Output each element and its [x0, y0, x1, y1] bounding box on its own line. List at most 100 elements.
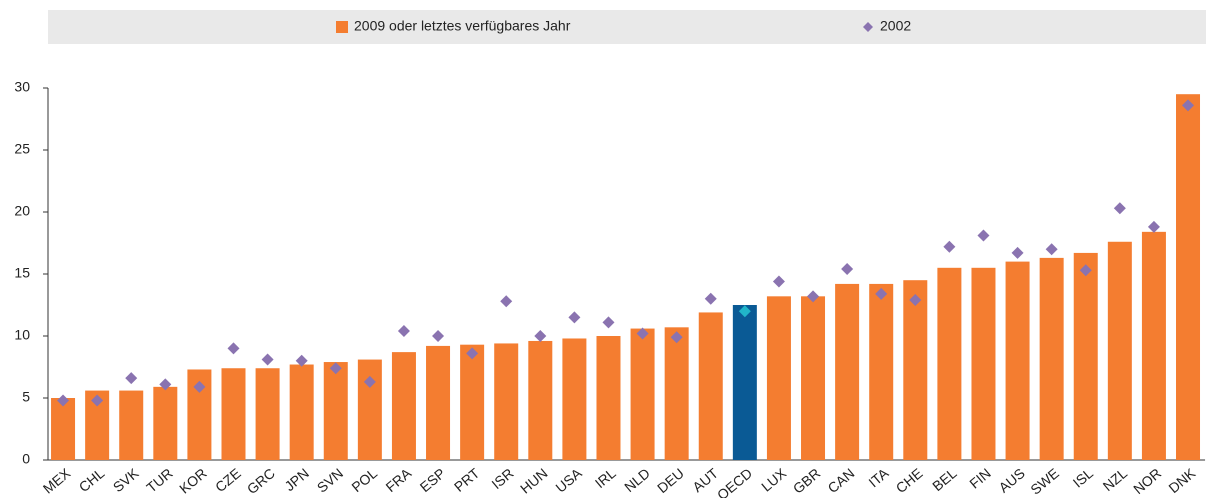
bar [1176, 94, 1201, 460]
bar [732, 305, 757, 460]
x-tick-label: PRT [451, 465, 483, 495]
legend-swatch [863, 22, 873, 32]
marker [738, 305, 751, 318]
marker [125, 372, 138, 385]
marker [636, 327, 649, 340]
x-tick-label: NLD [621, 465, 653, 495]
marker [1182, 99, 1195, 112]
bar [426, 345, 451, 460]
bar [528, 340, 553, 460]
marker [91, 394, 104, 407]
x-tick-label: GRC [244, 465, 278, 497]
bar [664, 327, 689, 460]
y-tick-label: 30 [14, 79, 30, 95]
x-tick-label: AUS [996, 465, 1028, 496]
y-tick-label: 25 [14, 141, 30, 157]
bar [1073, 252, 1098, 460]
bar [460, 344, 485, 460]
marker [466, 347, 479, 360]
x-tick-label: BEL [929, 465, 960, 494]
x-tick-label: SVK [110, 464, 142, 495]
x-tick-label: POL [348, 465, 380, 495]
x-tick-label: CHL [76, 465, 108, 495]
bar [357, 359, 382, 460]
y-tick-label: 15 [14, 265, 30, 281]
bar [596, 336, 621, 460]
x-tick-label: MEX [40, 464, 74, 496]
x-tick-label: NOR [1130, 465, 1164, 497]
bar [1039, 257, 1064, 460]
marker [568, 311, 581, 324]
marker [57, 394, 70, 407]
bar [766, 296, 791, 460]
marker [329, 362, 342, 375]
x-tick-label: LUX [758, 464, 790, 494]
bar [937, 267, 962, 460]
marker [1113, 202, 1126, 215]
marker [909, 294, 922, 307]
x-tick-label: CHE [893, 465, 926, 496]
x-tick-label: HUN [517, 465, 551, 497]
bar [801, 296, 826, 460]
bar [221, 368, 246, 460]
marker [534, 330, 547, 342]
marker [875, 287, 888, 300]
legend-box [48, 10, 1206, 44]
y-tick-label: 5 [22, 389, 30, 405]
bar [903, 280, 928, 460]
marker [193, 380, 206, 393]
marker [943, 240, 956, 253]
bar [153, 386, 178, 460]
bar [255, 368, 280, 460]
bar [698, 312, 723, 460]
x-tick-label: OECD [714, 465, 755, 498]
legend-label: 2009 oder letztes verfügbares Jahr [354, 18, 571, 34]
x-tick-label: ISR [488, 465, 516, 492]
x-tick-label: IRL [592, 465, 619, 491]
marker [500, 295, 513, 308]
marker [772, 275, 785, 288]
bar [1141, 231, 1166, 460]
marker [295, 354, 308, 367]
x-tick-label: JPN [281, 465, 312, 494]
bar [289, 364, 314, 460]
marker [159, 378, 172, 391]
bar [971, 267, 996, 460]
x-tick-label: ESP [417, 465, 449, 495]
bar [494, 343, 519, 460]
marker [977, 229, 990, 242]
x-tick-label: SWE [1027, 465, 1062, 498]
bar [562, 338, 587, 460]
bar [1107, 241, 1132, 460]
marker [1147, 220, 1160, 233]
marker [1011, 246, 1024, 259]
bar [119, 390, 144, 460]
x-tick-label: USA [552, 464, 585, 495]
bar [323, 362, 348, 460]
marker [841, 263, 854, 276]
marker [602, 316, 615, 329]
bar [835, 283, 860, 460]
marker [807, 290, 820, 303]
bar [869, 283, 894, 460]
y-tick-label: 10 [14, 327, 30, 343]
x-tick-label: FRA [383, 464, 415, 495]
x-tick-label: CAN [824, 465, 857, 496]
x-tick-label: ISL [1070, 465, 1097, 491]
x-tick-label: GBR [790, 465, 824, 497]
marker [1079, 264, 1092, 277]
x-tick-label: TUR [143, 465, 175, 496]
x-tick-label: NZL [1100, 465, 1131, 494]
x-tick-label: FIN [966, 465, 994, 492]
x-tick-label: CZE [212, 465, 244, 495]
x-tick-label: ITA [865, 464, 892, 490]
marker [432, 330, 445, 342]
bar [1005, 261, 1030, 460]
marker [227, 342, 240, 355]
bar [51, 398, 76, 460]
y-tick-label: 20 [14, 203, 30, 219]
bar [391, 352, 416, 460]
x-tick-label: KOR [176, 465, 210, 497]
bar [630, 328, 655, 460]
